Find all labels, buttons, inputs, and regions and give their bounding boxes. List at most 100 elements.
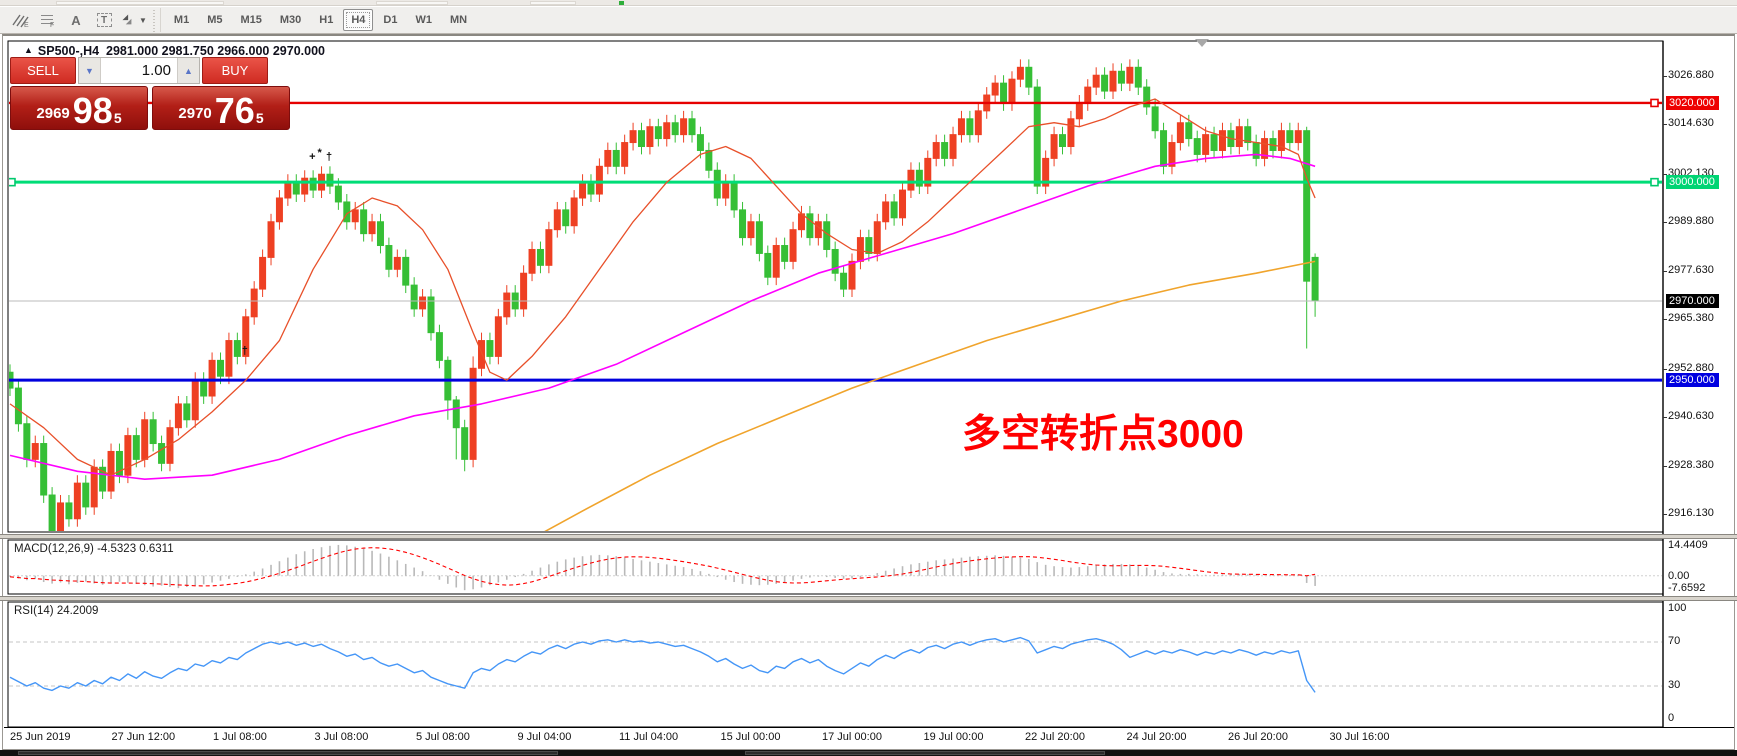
hline-handle xyxy=(9,177,16,187)
timeframe-button-m1[interactable]: M1 xyxy=(173,14,190,26)
axis-tick xyxy=(1663,173,1667,175)
time-axis-label: 11 Jul 04:00 xyxy=(619,731,679,743)
rsi-scale-label: 70 xyxy=(1668,635,1681,647)
grid-icon-glyph: F xyxy=(40,14,54,28)
timeframe-button-m30[interactable]: M30 xyxy=(279,14,302,26)
axis-tick xyxy=(1663,222,1667,224)
macd-signal-line xyxy=(9,547,1316,587)
timeframe-button-h1[interactable]: H1 xyxy=(319,14,334,26)
time-axis-label: 25 Jun 2019 xyxy=(10,731,71,743)
svg-text:E: E xyxy=(24,22,29,28)
chart-marker[interactable]: † xyxy=(241,345,248,358)
chart-marker[interactable]: * xyxy=(317,147,322,160)
toolbar-remnant xyxy=(376,1,448,5)
timeframe-button-m15[interactable]: M15 xyxy=(240,14,262,26)
price-axis-label: 2965.380 xyxy=(1668,312,1714,325)
pane-separator-macd[interactable] xyxy=(0,534,1737,539)
macd-scale-label: 14.4409 xyxy=(1668,539,1708,551)
price-pane xyxy=(9,59,1662,531)
slow-ma xyxy=(544,260,1316,531)
hline-handle xyxy=(1650,98,1659,108)
time-axis-label: 9 Jul 04:00 xyxy=(517,731,572,743)
sell-price-small: 2969 xyxy=(36,105,70,122)
time-axis-label: 24 Jul 20:00 xyxy=(1126,731,1187,743)
text-icon[interactable]: A xyxy=(63,9,89,31)
sell-price-display[interactable]: 2969 98 5 xyxy=(10,86,148,130)
text-icon-glyph: A xyxy=(71,12,81,28)
time-axis-label: 26 Jul 20:00 xyxy=(1228,731,1288,743)
time-axis-label: 3 Jul 08:00 xyxy=(314,731,369,743)
chart-title: ▲ SP500-,H4 2981.000 2981.750 2966.000 29… xyxy=(24,44,325,58)
price-tag-2950: 2950.000 xyxy=(1666,373,1719,388)
chart-marker[interactable]: † xyxy=(325,151,333,164)
arrows-icon[interactable]: ▼ xyxy=(119,9,148,31)
macd-pane-border xyxy=(7,539,1664,595)
volume-spinner: ▼ ▲ xyxy=(78,57,200,84)
rsi-line xyxy=(9,636,1316,693)
svg-text:F: F xyxy=(50,22,54,28)
chart-shift-marker-icon[interactable] xyxy=(1195,39,1209,47)
chart-annotation-text[interactable]: 多空转折点3000 xyxy=(962,413,1244,456)
statusbar-segment xyxy=(18,751,558,755)
sell-price-sup: 5 xyxy=(113,110,122,126)
price-axis-label: 3026.880 xyxy=(1668,68,1714,81)
chart-symbol-timeframe: SP500-,H4 xyxy=(37,44,100,58)
volume-increase-button[interactable]: ▲ xyxy=(177,58,199,83)
buy-button[interactable]: BUY xyxy=(202,57,268,84)
rsi-scale-label: 30 xyxy=(1668,679,1681,691)
grid-icon[interactable]: F xyxy=(35,9,61,31)
rsi-scale-label: 0 xyxy=(1668,712,1675,724)
time-axis-label: 30 Jul 16:00 xyxy=(1329,731,1390,743)
timeframe-button-d1[interactable]: D1 xyxy=(383,14,398,26)
pane-separator-rsi[interactable] xyxy=(0,596,1737,601)
timeframe-button-w1[interactable]: W1 xyxy=(415,14,432,26)
price-axis-label: 2928.380 xyxy=(1668,458,1714,471)
timeframe-button-m5[interactable]: M5 xyxy=(207,14,223,26)
time-axis-label: 27 Jun 12:00 xyxy=(111,731,176,743)
time-axis-label: 19 Jul 00:00 xyxy=(923,731,984,743)
axis-tick xyxy=(1663,270,1667,272)
price-axis-label: 2989.880 xyxy=(1668,215,1714,228)
price-axis-label: 2977.630 xyxy=(1668,263,1714,276)
macd-label: MACD(12,26,9) -4.5323 0.6311 xyxy=(14,543,174,555)
chart-toolbar: E F A T ▼ M1 M5 M15 M30 H1 H4 D1 W1 MN xyxy=(0,6,1737,34)
time-axis-label: 5 Jul 08:00 xyxy=(416,731,470,743)
price-tag-3020: 3020.000 xyxy=(1666,95,1719,110)
hline-handle xyxy=(1650,177,1659,187)
axis-tick xyxy=(1663,465,1667,467)
price-axis-label: 2940.630 xyxy=(1668,410,1714,423)
time-axis-label: 22 Jul 20:00 xyxy=(1025,731,1085,743)
mid-ma xyxy=(9,153,1316,481)
timeframe-button-h4[interactable]: H4 xyxy=(343,9,374,31)
axis-tick xyxy=(1663,319,1667,321)
buy-price-small: 2970 xyxy=(178,105,212,122)
axis-tick xyxy=(1663,368,1667,370)
timeframe-button-mn[interactable]: MN xyxy=(449,14,468,26)
timeframe-group: M1 M5 M15 M30 H1 H4 D1 W1 MN xyxy=(165,9,476,31)
dropdown-caret-icon: ▼ xyxy=(139,15,147,25)
price-axis-label: 2952.880 xyxy=(1668,361,1714,374)
time-axis-label: 17 Jul 00:00 xyxy=(822,731,882,743)
buy-price-display[interactable]: 2970 76 5 xyxy=(152,86,290,130)
toolbar-remnant xyxy=(530,1,576,5)
time-axis-label: 15 Jul 00:00 xyxy=(720,731,781,743)
axis-tick xyxy=(1663,75,1667,77)
sell-button[interactable]: SELL xyxy=(10,57,76,84)
sell-price-big: 98 xyxy=(72,90,113,131)
volume-input[interactable] xyxy=(101,58,177,83)
fast-ma xyxy=(9,98,1316,476)
rsi-label: RSI(14) 24.2009 xyxy=(14,605,99,617)
price-tag-2970: 2970.000 xyxy=(1666,293,1719,308)
macd-histogram xyxy=(9,544,1316,591)
chart-marker[interactable]: + xyxy=(309,151,316,164)
top-toolbar-cutoff xyxy=(0,0,1737,6)
chart-ohlc-values: 2981.000 2981.750 2966.000 2970.000 xyxy=(106,44,325,58)
toolbar-separator xyxy=(150,8,161,32)
rsi-pane-border xyxy=(7,601,1664,728)
arrows-icon-glyph xyxy=(122,14,132,25)
volume-decrease-button[interactable]: ▼ xyxy=(79,58,101,83)
text-label-icon[interactable]: T xyxy=(91,9,117,31)
indicators-icon[interactable]: E xyxy=(7,9,33,31)
